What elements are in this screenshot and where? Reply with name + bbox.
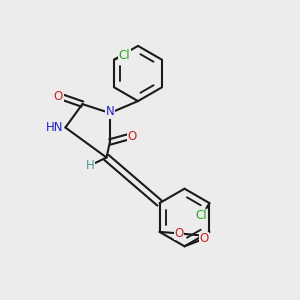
Text: Cl: Cl	[119, 49, 130, 62]
Text: H: H	[85, 159, 94, 172]
Text: O: O	[200, 232, 208, 245]
Text: N: N	[106, 105, 114, 118]
Text: Cl: Cl	[195, 209, 207, 222]
Text: O: O	[127, 130, 136, 143]
Text: O: O	[174, 227, 184, 240]
Text: O: O	[54, 89, 63, 103]
Text: HN: HN	[46, 121, 63, 134]
